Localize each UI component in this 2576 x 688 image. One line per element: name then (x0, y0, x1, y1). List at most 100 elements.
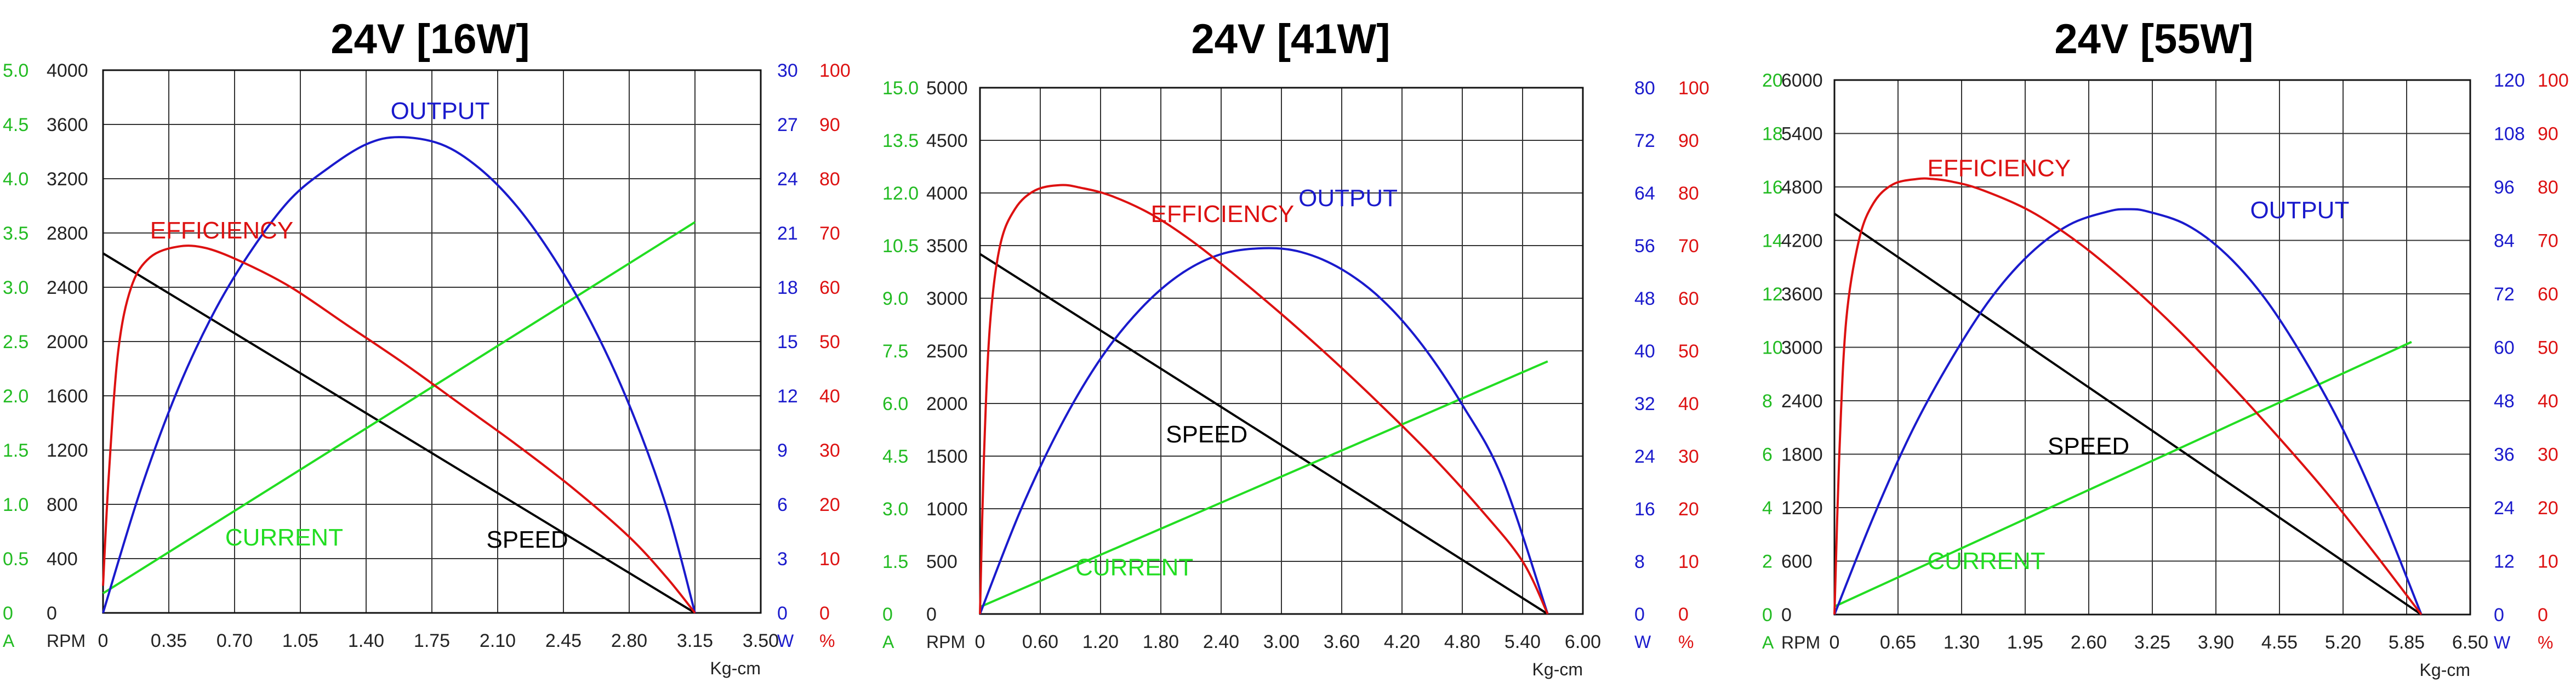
y-tick-label: 6000 (1781, 70, 1823, 91)
y-tick-label: 0 (1762, 605, 1773, 626)
series-line-efficiency (1833, 177, 2423, 616)
y-tick-label: 8 (1762, 391, 1773, 412)
y-tick-label: 3000 (926, 288, 968, 309)
series-line-current (979, 360, 1548, 609)
x-tick-label: 0.35 (151, 630, 187, 651)
y-tick-label: 3.0 (882, 499, 908, 520)
series-label-speed: SPEED (486, 526, 568, 553)
series-line-output (102, 136, 696, 613)
series-label-efficiency: EFFICIENCY (150, 217, 294, 244)
y-tick-label: 100 (2538, 70, 2569, 91)
y-tick-label: 0 (1634, 604, 1645, 625)
x-tick-label: 2.80 (611, 630, 647, 651)
y-tick-label: 14 (1762, 231, 1783, 252)
y-axis-unit-label: % (819, 631, 835, 651)
x-tick-label: 1.80 (1143, 632, 1179, 652)
series-label-speed: SPEED (2048, 433, 2129, 460)
y-tick-label: 6 (1762, 445, 1773, 465)
y-tick-label: 120 (2494, 70, 2525, 91)
y-tick-label: 30 (1678, 446, 1699, 467)
y-tick-label: 0 (1781, 605, 1792, 626)
y-tick-label: 13.5 (882, 130, 919, 151)
y-tick-label: 60 (2538, 284, 2558, 305)
chart-title: 24V [55W] (2054, 16, 2253, 62)
series-line-speed (102, 252, 696, 614)
y-tick-label: 90 (2538, 124, 2558, 145)
series-label-output: OUTPUT (1298, 185, 1398, 212)
y-tick-label: 5000 (926, 78, 968, 99)
x-tick-label: 6.00 (1565, 632, 1601, 652)
y-tick-label: 3600 (1781, 284, 1823, 305)
x-tick-label: 3.50 (743, 630, 779, 651)
y-tick-label: 800 (47, 494, 78, 515)
x-tick-label: 3.00 (1263, 632, 1300, 652)
y-tick-label: 50 (819, 332, 840, 352)
y-tick-label: 2000 (926, 394, 968, 414)
x-tick-label: 3.90 (2198, 632, 2234, 653)
series-label-speed: SPEED (1166, 421, 1247, 448)
y-axis-a: 0 0.5 1.0 1.5 2.0 2.5 3.0 3.5 4.0 4.5 5.0 A (3, 60, 29, 651)
y-tick-label: 3.5 (3, 223, 29, 244)
y-tick-label: 15 (777, 332, 798, 352)
y-tick-label: 4500 (926, 130, 968, 151)
series-line-output (979, 247, 1549, 615)
x-tick-label: 1.95 (2007, 632, 2043, 653)
y-tick-label: 10 (2538, 551, 2558, 572)
y-tick-label: 0 (47, 603, 57, 624)
x-tick-label: 0.70 (216, 630, 253, 651)
y-tick-label: 84 (2494, 231, 2515, 252)
chart-panel-1: 24V [16W] 0 0.35 0.70 1.05 1.40 1.75 2.10 2.45 2.… (3, 16, 851, 678)
y-axis-unit-label: W (777, 631, 794, 651)
y-axis-unit-label: RPM (47, 631, 86, 651)
x-axis-label: Kg-cm (2420, 660, 2470, 680)
x-tick-label: 2.60 (2071, 632, 2107, 653)
y-tick-label: 3500 (926, 236, 968, 257)
y-tick-label: 10 (1762, 338, 1783, 359)
y-tick-label: 4.5 (882, 446, 908, 467)
x-tick-label: 0.60 (1022, 632, 1058, 652)
x-tick-label: 0 (98, 630, 109, 651)
y-axis-unit-label: RPM (926, 632, 965, 652)
y-tick-label: 4.5 (3, 115, 29, 135)
grid (979, 87, 1584, 615)
y-tick-label: 16 (1634, 499, 1655, 520)
x-tick-label: 2.10 (480, 630, 516, 651)
series-line-output (1833, 208, 2423, 615)
y-axis-percent: 0 10 20 30 40 50 60 70 80 90 100% (2538, 70, 2569, 652)
y-tick-label: 4200 (1781, 231, 1823, 252)
grid (102, 69, 762, 614)
y-tick-label: 18 (1762, 124, 1783, 145)
y-tick-label: 6.0 (882, 394, 908, 414)
y-tick-label: 12.0 (882, 183, 919, 204)
y-axis-unit-label: % (2538, 633, 2553, 652)
y-tick-label: 70 (819, 223, 840, 244)
y-tick-label: 0 (3, 603, 13, 624)
y-tick-label: 70 (1678, 236, 1699, 257)
series-label-current: CURRENT (1075, 554, 1193, 581)
y-tick-label: 16 (1762, 177, 1783, 198)
y-tick-label: 50 (1678, 341, 1699, 362)
y-tick-label: 9.0 (882, 288, 908, 309)
series-line-current (1834, 340, 2412, 608)
y-tick-label: 30 (777, 60, 798, 81)
y-axis-unit-label: W (2494, 633, 2511, 652)
y-tick-label: 3600 (47, 115, 88, 135)
series-line-efficiency (979, 184, 1549, 615)
y-tick-label: 10.5 (882, 236, 919, 257)
y-axis-unit-label: RPM (1781, 633, 1820, 652)
x-tick-label: 1.20 (1082, 632, 1119, 652)
y-tick-label: 0 (1678, 604, 1689, 625)
y-axis-unit-label: W (1634, 632, 1651, 652)
y-tick-label: 27 (777, 115, 798, 135)
y-tick-label: 0 (2494, 605, 2504, 626)
y-tick-label: 0.5 (3, 549, 29, 570)
series-label-efficiency: EFFICIENCY (1151, 201, 1295, 228)
x-tick-label: 2.45 (545, 630, 582, 651)
y-tick-label: 500 (926, 551, 958, 572)
x-tick-label: 0 (975, 632, 985, 652)
y-axis-a: 0 1.5 3.0 4.5 6.0 7.5 9.0 10.5 12.0 13.5 15.0 A (882, 78, 919, 652)
y-tick-label: 2500 (926, 341, 968, 362)
y-axis-w: 0 12 24 36 48 60 72 84 96 108 120 W (2494, 70, 2525, 652)
x-tick-label: 4.80 (1444, 632, 1480, 652)
